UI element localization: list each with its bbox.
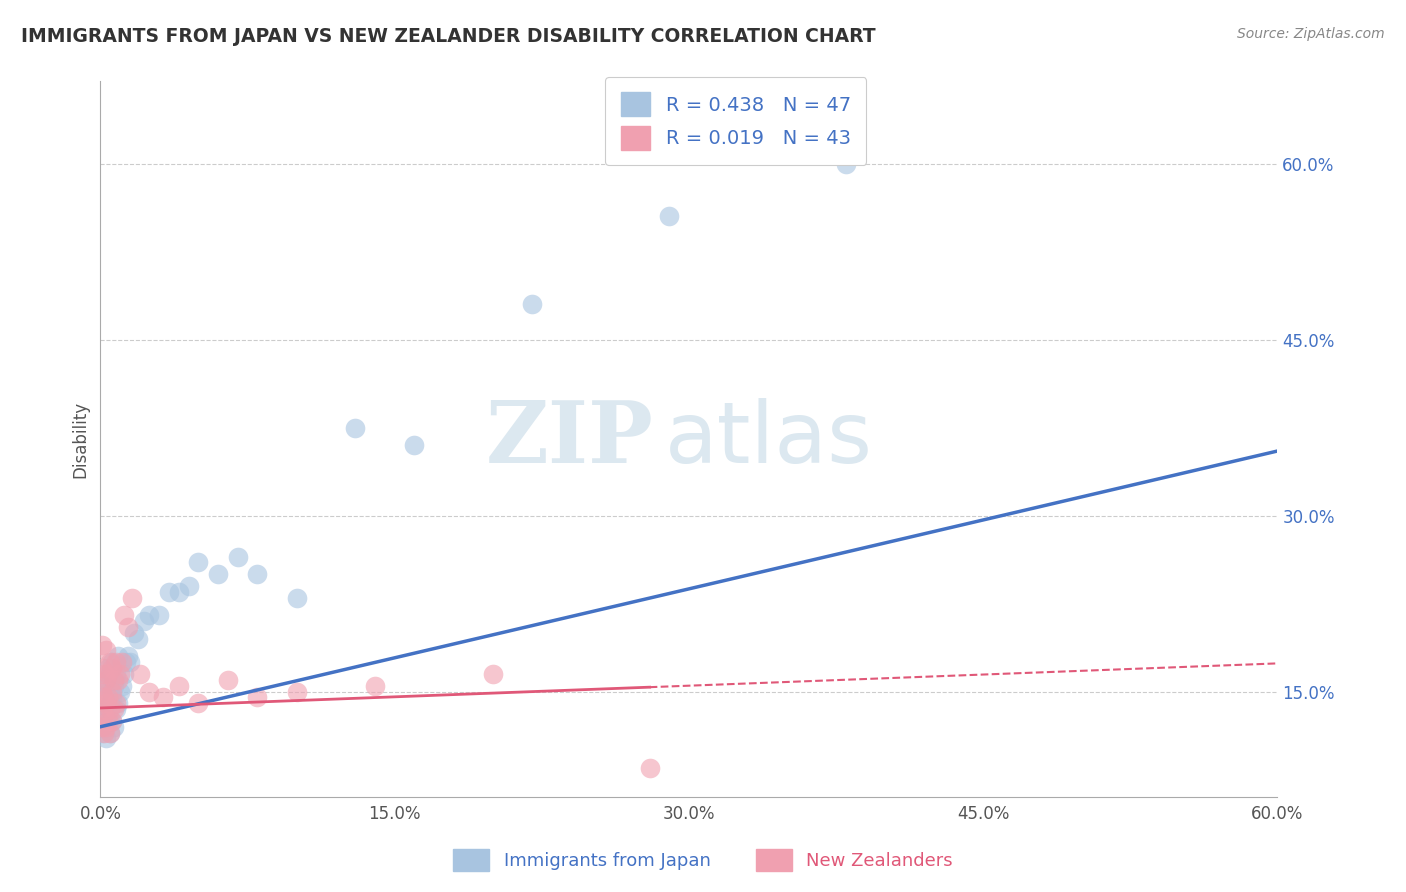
- Point: [105, 667, 128, 681]
- Point: [117, 620, 139, 634]
- Point: [98, 696, 121, 710]
- Point: [246, 567, 269, 582]
- Point: [93, 708, 115, 723]
- Point: [285, 591, 308, 605]
- Point: [93, 679, 115, 693]
- Point: [121, 591, 143, 605]
- Y-axis label: Disability: Disability: [72, 401, 89, 478]
- Point: [103, 720, 125, 734]
- Point: [187, 556, 209, 570]
- Point: [217, 673, 239, 687]
- Point: [98, 702, 121, 716]
- Point: [108, 684, 131, 698]
- Point: [96, 714, 118, 728]
- Point: [93, 667, 115, 681]
- Point: [97, 661, 120, 675]
- Point: [98, 725, 121, 739]
- Point: [246, 690, 269, 705]
- Point: [127, 632, 149, 646]
- Point: [152, 690, 174, 705]
- Point: [93, 720, 115, 734]
- Point: [93, 725, 115, 739]
- Point: [132, 614, 155, 628]
- Point: [835, 156, 858, 170]
- Point: [96, 696, 118, 710]
- Point: [101, 655, 124, 669]
- Point: [96, 731, 118, 746]
- Point: [101, 661, 124, 675]
- Point: [91, 720, 114, 734]
- Legend: Immigrants from Japan, New Zealanders: Immigrants from Japan, New Zealanders: [446, 842, 960, 879]
- Point: [91, 725, 114, 739]
- Point: [148, 608, 170, 623]
- Point: [91, 708, 114, 723]
- Point: [96, 673, 118, 687]
- Point: [520, 297, 543, 311]
- Point: [115, 655, 138, 669]
- Point: [105, 702, 128, 716]
- Text: ZIP: ZIP: [486, 397, 654, 482]
- Point: [91, 702, 114, 716]
- Point: [97, 667, 120, 681]
- Point: [96, 720, 118, 734]
- Point: [105, 696, 128, 710]
- Point: [481, 667, 503, 681]
- Text: Source: ZipAtlas.com: Source: ZipAtlas.com: [1237, 27, 1385, 41]
- Point: [97, 708, 120, 723]
- Point: [105, 655, 128, 669]
- Point: [111, 655, 134, 669]
- Point: [344, 420, 367, 434]
- Legend: R = 0.438   N = 47, R = 0.019   N = 43: R = 0.438 N = 47, R = 0.019 N = 43: [606, 77, 866, 165]
- Point: [138, 608, 160, 623]
- Point: [103, 702, 125, 716]
- Point: [98, 725, 121, 739]
- Point: [658, 210, 681, 224]
- Point: [98, 655, 121, 669]
- Point: [112, 667, 135, 681]
- Point: [285, 684, 308, 698]
- Point: [97, 690, 120, 705]
- Point: [103, 679, 125, 693]
- Point: [638, 761, 661, 775]
- Point: [167, 584, 190, 599]
- Point: [101, 684, 124, 698]
- Point: [111, 679, 134, 693]
- Point: [107, 696, 129, 710]
- Point: [117, 649, 139, 664]
- Point: [207, 567, 229, 582]
- Point: [138, 684, 160, 698]
- Point: [177, 579, 200, 593]
- Point: [118, 655, 141, 669]
- Point: [112, 608, 135, 623]
- Point: [96, 673, 118, 687]
- Point: [128, 667, 150, 681]
- Point: [91, 638, 114, 652]
- Point: [187, 696, 209, 710]
- Point: [107, 649, 129, 664]
- Point: [97, 684, 120, 698]
- Point: [93, 702, 115, 716]
- Point: [91, 684, 114, 698]
- Point: [107, 673, 129, 687]
- Point: [101, 690, 124, 705]
- Point: [108, 667, 131, 681]
- Point: [98, 667, 121, 681]
- Point: [404, 438, 426, 452]
- Point: [101, 714, 124, 728]
- Point: [226, 549, 249, 564]
- Point: [157, 584, 180, 599]
- Point: [167, 679, 190, 693]
- Point: [122, 626, 145, 640]
- Point: [96, 643, 118, 657]
- Text: IMMIGRANTS FROM JAPAN VS NEW ZEALANDER DISABILITY CORRELATION CHART: IMMIGRANTS FROM JAPAN VS NEW ZEALANDER D…: [21, 27, 876, 45]
- Text: atlas: atlas: [665, 398, 873, 481]
- Point: [364, 679, 387, 693]
- Point: [93, 690, 115, 705]
- Point: [97, 714, 120, 728]
- Point: [103, 673, 125, 687]
- Point: [101, 714, 124, 728]
- Point: [91, 661, 114, 675]
